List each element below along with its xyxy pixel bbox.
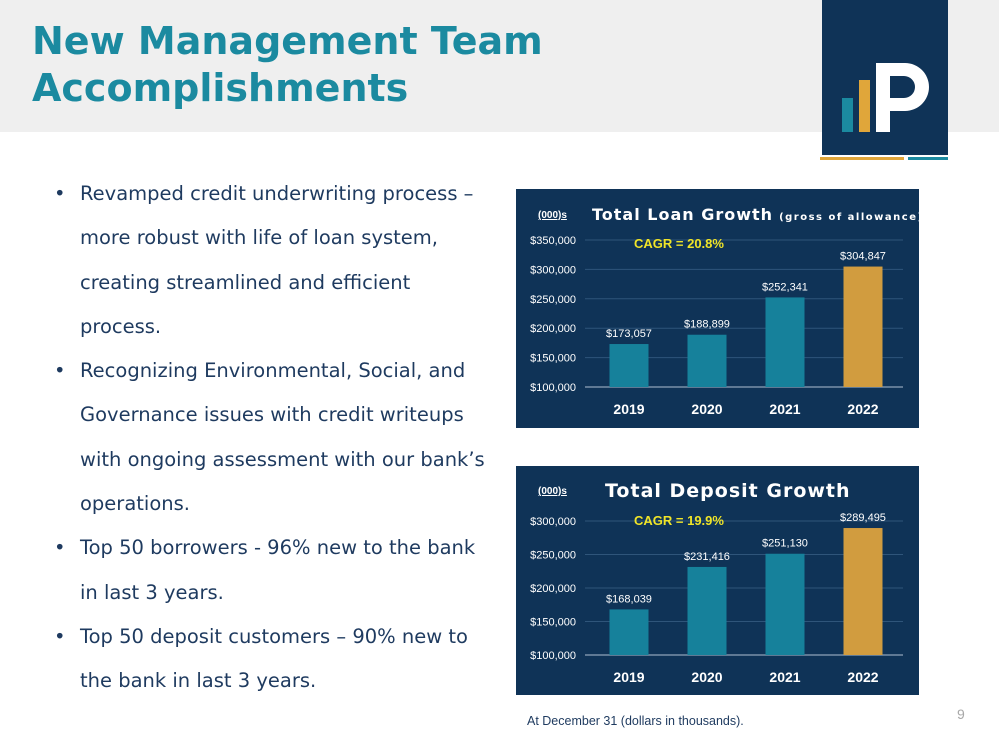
chart-svg: $100,000 $150,000 $200,000 $250,000 $300,000… xyxy=(530,480,903,685)
y-tick-label: $100,000 xyxy=(530,382,576,394)
chart-title: Total Loan Growth (gross of allowance) xyxy=(592,205,919,224)
y-tick-label: $250,000 xyxy=(530,294,576,306)
bullet-text: Top 50 deposit customers – 90% new to th… xyxy=(80,624,468,693)
data-label-2020: $188,899 xyxy=(684,319,730,331)
y-tick-label: $250,000 xyxy=(530,550,576,562)
x-tick-label-2020: 2020 xyxy=(691,401,722,417)
bullet-item: • Recognizing Environmental, Social, and … xyxy=(52,349,492,526)
bullet-text: Revamped credit underwriting process – m… xyxy=(80,182,474,338)
bar-2022 xyxy=(843,266,883,387)
page-title: New Management Team Accomplishments xyxy=(32,18,543,112)
bullet-icon: • xyxy=(54,624,66,648)
bullet-text: Top 50 borrowers - 96% new to the bank i… xyxy=(80,536,476,604)
cagr-annotation: CAGR = 19.9% xyxy=(634,513,724,528)
bar-2020 xyxy=(687,334,727,387)
chart-svg: $100,000 $150,000 $200,000 $250,000 $300,000… xyxy=(530,205,919,417)
units-label: (000)s xyxy=(538,210,567,221)
bullet-icon: • xyxy=(54,536,66,560)
title-line-1: New Management Team xyxy=(32,19,543,63)
bullet-icon: • xyxy=(54,359,66,383)
company-logo xyxy=(822,0,948,155)
y-tick-label: $200,000 xyxy=(530,583,576,595)
x-tick-label-2021: 2021 xyxy=(769,669,800,685)
y-tick-label: $100,000 xyxy=(530,650,576,662)
units-label: (000)s xyxy=(538,486,567,497)
bar-2022 xyxy=(843,528,883,655)
page-number: 9 xyxy=(957,706,965,722)
x-tick-label-2021: 2021 xyxy=(769,401,800,417)
bullet-list: • Revamped credit underwriting process – … xyxy=(52,172,492,704)
x-tick-label-2019: 2019 xyxy=(613,669,644,685)
y-tick-label: $300,000 xyxy=(530,516,576,528)
footnote: At December 31 (dollars in thousands). xyxy=(527,714,744,728)
data-label-2021: $251,130 xyxy=(762,538,808,550)
logo-icon xyxy=(842,63,929,132)
data-label-2022: $304,847 xyxy=(840,251,886,263)
title-line-2: Accomplishments xyxy=(32,66,409,110)
data-label-2022: $289,495 xyxy=(840,512,886,524)
y-tick-label: $200,000 xyxy=(530,323,576,335)
deposit-growth-chart: $100,000 $150,000 $200,000 $250,000 $300,000… xyxy=(516,466,919,695)
chart-subtitle: (gross of allowance) xyxy=(779,212,919,223)
bullet-item: • Top 50 borrowers - 96% new to the bank … xyxy=(52,526,492,615)
bullet-item: • Revamped credit underwriting process – … xyxy=(52,172,492,349)
x-tick-label-2022: 2022 xyxy=(847,669,878,685)
bullet-text: Recognizing Environmental, Social, and G… xyxy=(80,359,485,516)
bullet-item: • Top 50 deposit customers – 90% new to t… xyxy=(52,615,492,704)
x-tick-label-2022: 2022 xyxy=(847,401,878,417)
bar-2019 xyxy=(609,344,649,387)
x-tick-label-2020: 2020 xyxy=(691,669,722,685)
loan-growth-chart: $100,000 $150,000 $200,000 $250,000 $300,000… xyxy=(516,189,919,428)
y-tick-label: $150,000 xyxy=(530,617,576,629)
logo-underline-teal xyxy=(908,157,948,160)
cagr-annotation: CAGR = 20.8% xyxy=(634,236,724,251)
bar-2020 xyxy=(687,566,727,655)
data-label-2020: $231,416 xyxy=(684,551,730,563)
bar-2019 xyxy=(609,609,649,655)
bar-2021 xyxy=(765,297,805,387)
data-label-2019: $173,057 xyxy=(606,328,652,340)
x-tick-label-2019: 2019 xyxy=(613,401,644,417)
data-label-2019: $168,039 xyxy=(606,593,652,605)
logo-underline-gold xyxy=(820,157,904,160)
bullet-icon: • xyxy=(54,182,66,205)
y-tick-label: $300,000 xyxy=(530,264,576,276)
data-label-2021: $252,341 xyxy=(762,281,808,293)
y-tick-label: $150,000 xyxy=(530,353,576,365)
bar-2021 xyxy=(765,553,805,655)
y-tick-label: $350,000 xyxy=(530,235,576,247)
chart-title: Total Deposit Growth xyxy=(605,480,851,502)
